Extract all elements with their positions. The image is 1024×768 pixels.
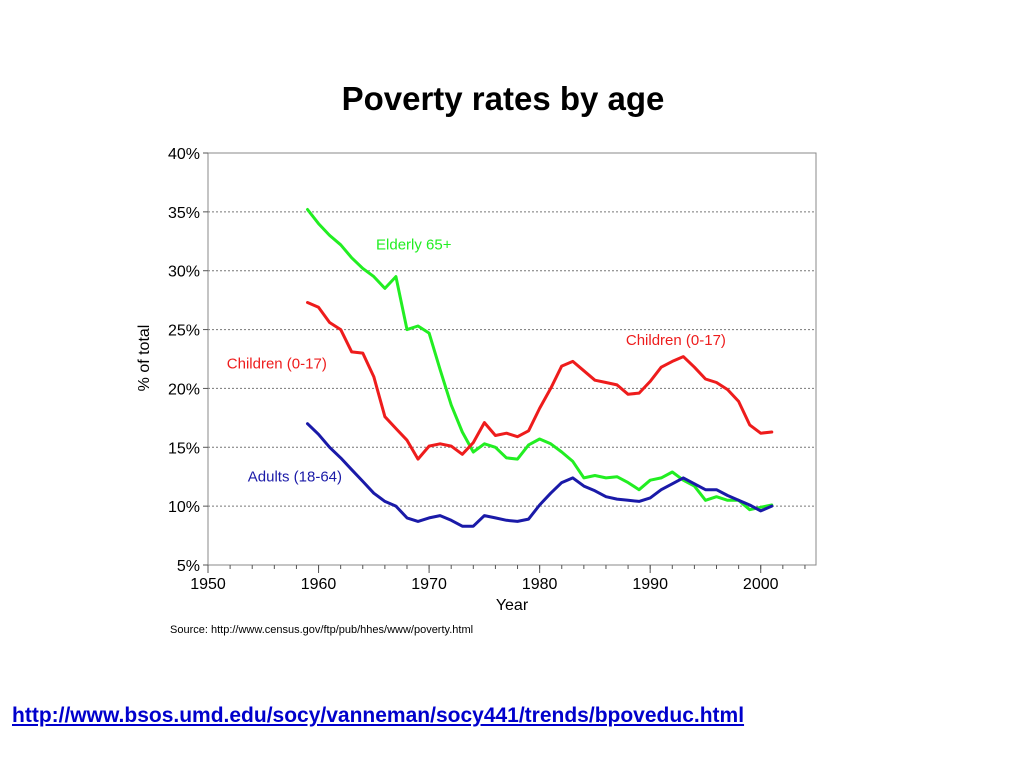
x-tick-label: 1980 <box>522 576 558 593</box>
chart-title: Poverty rates by age <box>341 80 665 117</box>
y-tick-label: 5% <box>177 558 200 575</box>
y-tick-label: 10% <box>168 499 200 516</box>
axis-ticks: 5% 10% 15% 20% 25% 30% 35% 40% 1950 1960 1970 1980 1… <box>168 146 806 593</box>
source-note: Source: http://www.census.gov/ftp/pub/hh… <box>170 624 474 636</box>
series-label: Children (0-17) <box>227 355 327 372</box>
x-axis-label: Year <box>496 597 529 614</box>
y-axis-label: % of total <box>136 325 153 392</box>
y-tick-label: 30% <box>168 264 200 281</box>
series-line <box>306 301 774 461</box>
x-tick-label: 1960 <box>301 576 337 593</box>
series-line <box>306 208 774 512</box>
reference-link[interactable]: http://www.bsos.umd.edu/socy/vanneman/so… <box>12 704 745 727</box>
x-tick-label: 1970 <box>411 576 447 593</box>
plot-frame <box>207 152 817 566</box>
series-line <box>306 422 774 528</box>
x-tick-label: 1950 <box>190 576 226 593</box>
y-tick-label: 35% <box>168 205 200 222</box>
series-annotations: Elderly 65+ Children (0-17) Children (0-17… <box>227 237 726 486</box>
y-tick-label: 40% <box>168 146 200 163</box>
y-tick-label: 25% <box>168 323 200 340</box>
series-label: Adults (18-64) <box>248 468 342 485</box>
x-tick-label: 2000 <box>743 576 779 593</box>
y-tick-label: 15% <box>168 440 200 457</box>
series-label: Children (0-17) <box>626 332 726 349</box>
series-label: Elderly 65+ <box>376 237 452 254</box>
y-tick-label: 20% <box>168 381 200 398</box>
x-tick-label: 1990 <box>632 576 668 593</box>
series-lines <box>306 208 774 528</box>
